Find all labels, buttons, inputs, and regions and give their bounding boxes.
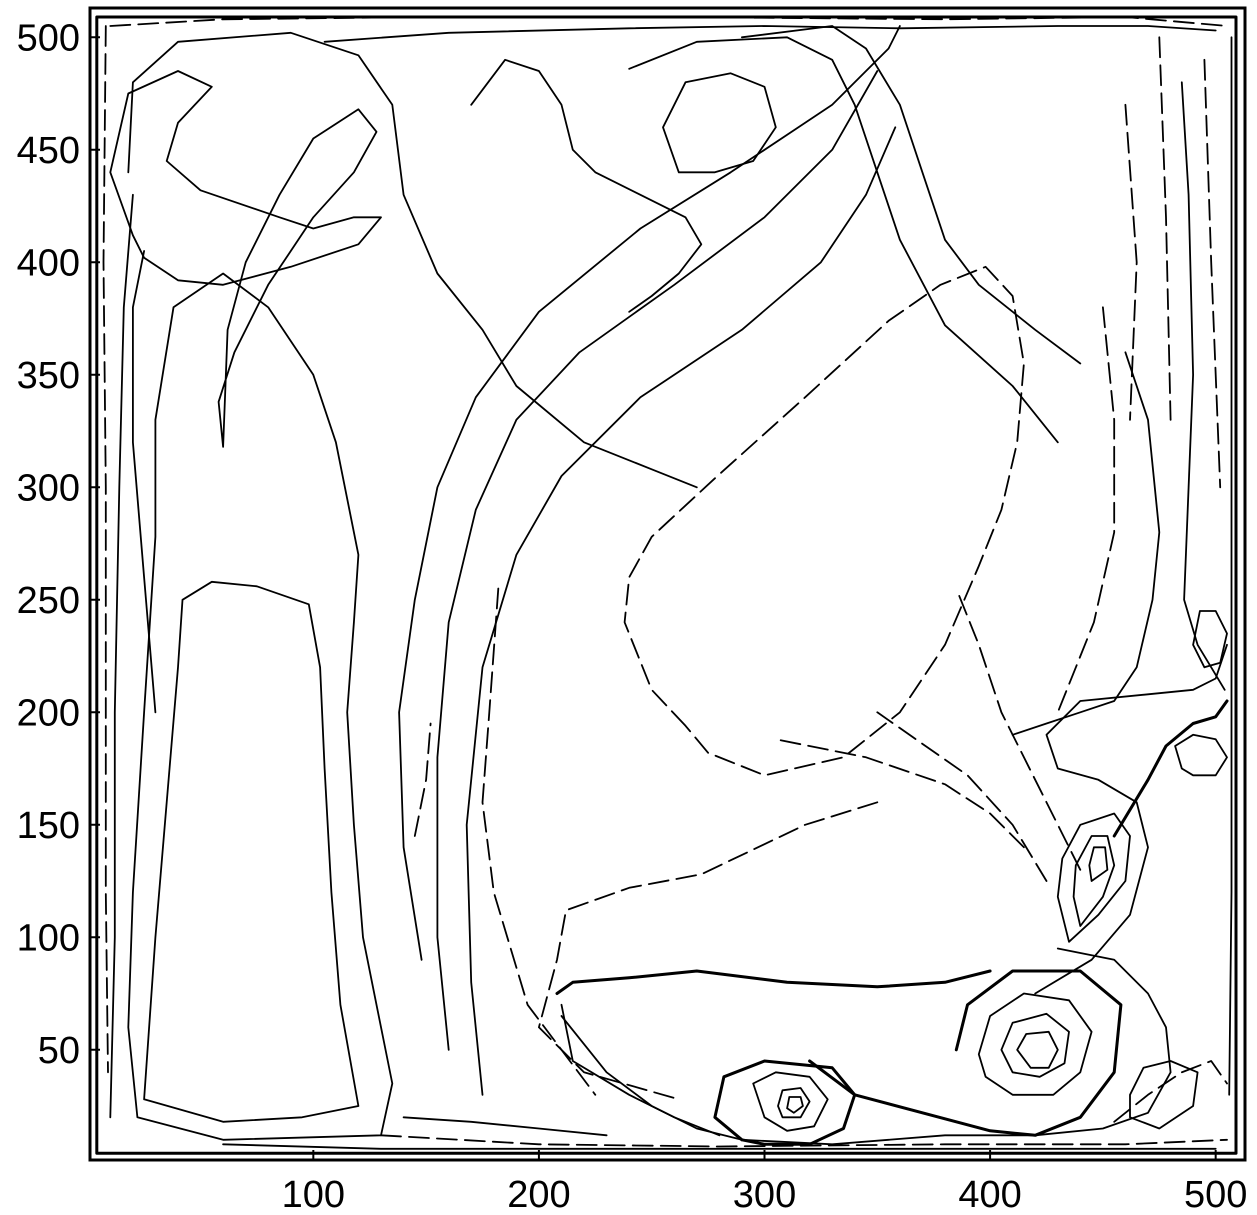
contour-line-0 [623,265,1025,777]
contour-line-22 [127,272,394,1141]
contour-line-43 [1129,1060,1199,1130]
contour-line-10 [481,587,597,1096]
contour-line-13 [380,1134,1228,1148]
contour-line-42 [560,1003,721,1137]
contour-line-51 [323,25,1217,43]
contour-line-26 [1011,351,1161,736]
contour-line-23 [398,25,901,961]
contour-line-20 [741,25,1082,365]
contour-line-40 [555,969,992,995]
y-tick-label: 450 [17,130,80,172]
contour-line-37 [1000,1012,1070,1078]
contour-line-32 [752,1071,829,1132]
y-tick-label: 400 [17,242,80,284]
contour-line-34 [786,1096,804,1114]
contour-line-18 [662,72,777,174]
contour-line-47 [1174,733,1228,777]
contour-line-3 [876,711,1048,882]
y-tick-label: 100 [17,917,80,959]
contour-line-4 [955,587,1082,871]
contour-line-25 [465,126,897,1096]
contour-line-46 [1192,610,1228,669]
y-tick-label: 300 [17,467,80,509]
contour-line-50 [131,250,157,714]
y-tick-label: 150 [17,805,80,847]
contour-line-38 [1016,1030,1059,1069]
contour-line-5 [1056,306,1116,714]
contour-line-54 [402,1116,608,1137]
plot-area [88,6,1247,1162]
contour-line-24 [436,70,879,1051]
y-axis: 50 100 150 200 250 300 350 400 450 500 [17,17,100,1072]
contour-line-45 [1112,699,1229,838]
y-tick-label: 200 [17,692,80,734]
contour-line-12 [102,25,109,1074]
contour-line-1 [538,801,879,1101]
contour-line-27 [1180,81,1226,691]
contour-line-6 [1124,103,1138,421]
y-tick-label: 350 [17,355,80,397]
contour-line-35 [713,1059,857,1146]
y-tick-label: 50 [38,1030,80,1072]
x-tick-label: 100 [282,1174,345,1215]
contour-line-28 [1056,812,1131,943]
y-tick-label: 500 [17,17,80,59]
contour-line-49 [109,193,134,1119]
contour-line-7 [1158,36,1172,421]
y-tick-label: 250 [17,580,80,622]
contour-line-15 [217,108,378,448]
x-tick-label: 300 [733,1174,796,1215]
contour-line-48 [95,15,1238,1155]
contour-line-17 [628,36,1059,444]
contour-line-39 [808,969,1123,1137]
contour-line-19 [470,58,703,313]
contour-line-44 [1113,1060,1228,1123]
x-tick-label: 200 [507,1174,570,1215]
contour-line-52 [222,1143,1217,1150]
contour-lines [95,15,1238,1155]
contour-line-29 [1072,835,1116,927]
contour-line-21 [143,580,360,1123]
x-axis: 100 200 300 400 500 [282,1150,1247,1215]
contour-line-14 [109,70,382,286]
x-tick-label: 500 [1184,1174,1247,1215]
contour-line-9 [413,722,432,837]
plot-frame [88,6,1247,1162]
contour-line-36 [977,992,1093,1096]
x-tick-label: 400 [958,1174,1021,1215]
contour-line-33 [777,1087,811,1119]
contour-line-53 [1228,36,1233,1096]
contour-line-30 [1088,846,1109,882]
contour-line-8 [1203,58,1222,489]
contour-line-31 [1034,643,1228,995]
contour-line-41 [560,947,1172,1146]
contour-line-2 [774,738,1025,849]
contour-line-16 [127,31,698,489]
